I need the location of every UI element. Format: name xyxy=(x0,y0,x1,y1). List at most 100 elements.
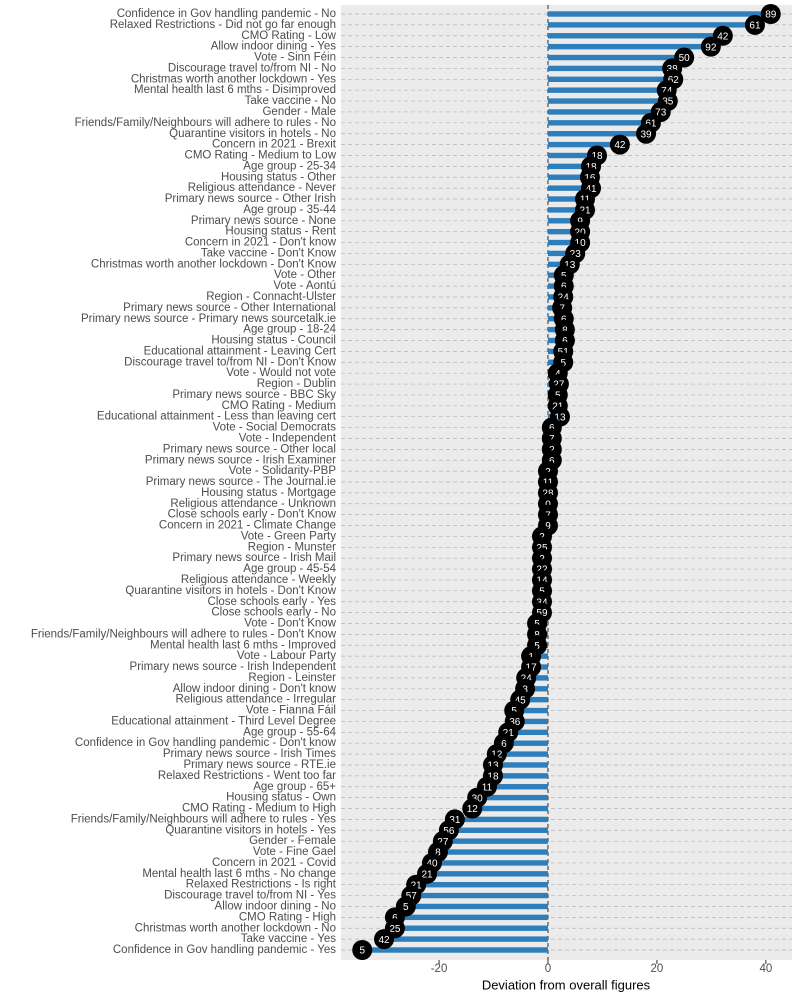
y-tick-label: Relaxed Restrictions - Went too far xyxy=(158,770,336,782)
bar xyxy=(547,76,674,83)
point-label: 42 xyxy=(378,935,390,946)
bar xyxy=(547,239,581,246)
bar xyxy=(384,936,548,942)
y-tick-label: Vote - Fianna Fáil xyxy=(246,705,336,717)
point-label: 5 xyxy=(403,902,409,913)
bar xyxy=(514,707,548,714)
y-tick-label: Primary news source - Irish Times xyxy=(163,748,336,760)
point-label: 11 xyxy=(482,782,493,793)
y-tick-label: Vote - Aontú xyxy=(273,280,336,292)
point-label: 41 xyxy=(585,184,597,195)
point xyxy=(609,134,630,155)
y-tick-label: Region - Connacht-Ulster xyxy=(206,291,336,303)
y-tick-label: CMO Rating - Medium to Low xyxy=(185,150,337,162)
bar xyxy=(405,903,548,910)
y-tick-label: Allow indoor dining - No xyxy=(215,900,336,912)
point xyxy=(760,4,781,24)
y-tick-label: Primary news source - Other Irish xyxy=(165,193,336,205)
point-label: 89 xyxy=(765,10,777,21)
point-label: 18 xyxy=(591,151,603,162)
point-label: 12 xyxy=(491,750,503,761)
point-label: 62 xyxy=(668,75,680,86)
point-label: 36 xyxy=(509,717,521,728)
y-tick-label: Confidence in Gov handling pandemic - Do… xyxy=(75,737,337,749)
point-label: 61 xyxy=(645,118,657,129)
bar xyxy=(547,218,581,224)
y-tick-label: Age group - 35-44 xyxy=(243,204,336,216)
bar xyxy=(547,141,620,148)
point-label: 50 xyxy=(679,53,691,64)
y-tick-label: Vote - Independent xyxy=(239,432,337,444)
point-label: 13 xyxy=(554,412,566,423)
y-tick-label: CMO Rating - Low xyxy=(241,30,336,42)
y-tick-label: Primary news source - The Journal.ie xyxy=(146,476,336,488)
y-tick-label: Age group - 25-34 xyxy=(243,160,336,172)
bar xyxy=(503,740,548,746)
bar xyxy=(514,718,548,725)
point-label: 61 xyxy=(749,21,761,32)
point xyxy=(462,798,483,819)
point-label: 10 xyxy=(575,238,587,249)
y-tick-label: Primary news source - Irish Examiner xyxy=(145,454,336,466)
bar xyxy=(431,860,548,866)
y-tick-label: Quarantine visitors in hotels - Don't Kn… xyxy=(125,585,336,597)
y-tick-label: Vote - Labour Party xyxy=(237,650,336,662)
y-tick-label: Religious attendance - Irregular xyxy=(176,694,337,706)
y-tick-label: Primary news source - BBC Sky xyxy=(172,389,336,401)
point-label: 21 xyxy=(411,880,423,891)
point xyxy=(374,929,395,950)
point-label: 8 xyxy=(435,848,441,859)
point-label: 27 xyxy=(437,837,449,848)
bar xyxy=(547,109,661,115)
point-label: 5 xyxy=(534,641,540,652)
bar xyxy=(508,729,548,736)
y-tick-label: Quarantine visitors in hotels - No xyxy=(169,128,336,140)
y-tick-label: Concern in 2021 - Covid xyxy=(212,857,336,869)
y-tick-label: Friends/Family/Neighbours will adhere to… xyxy=(71,813,337,825)
point xyxy=(700,36,721,57)
y-tick-label: Mental health last 6 mths - No change xyxy=(142,868,336,880)
y-tick-label: Christmas worth another lockdown - No xyxy=(135,922,336,934)
y-tick-label: Educational attainment - Less than leavi… xyxy=(97,411,337,423)
y-tick-label: Take vaccine - Don't Know xyxy=(201,247,337,259)
y-tick-label: Housing status - Own xyxy=(226,792,336,804)
x-tick-label: 20 xyxy=(651,963,664,975)
bar xyxy=(496,751,548,757)
bar xyxy=(547,174,590,180)
point-label: 13 xyxy=(564,260,576,271)
point-label: 9 xyxy=(545,521,551,532)
point-label: 35 xyxy=(662,97,674,108)
point-label: 45 xyxy=(515,695,527,706)
bar xyxy=(547,131,647,137)
y-tick-label: CMO Rating - Medium to High xyxy=(182,803,336,815)
y-tick-label: Age group - 45-54 xyxy=(243,563,336,575)
point-label: 21 xyxy=(579,206,591,217)
y-tick-label: Close schools early - No xyxy=(211,607,336,619)
point-label: 12 xyxy=(467,804,479,815)
bar xyxy=(547,196,586,202)
point-label: 92 xyxy=(705,42,717,53)
y-tick-label: Allow indoor dining - Don't know xyxy=(173,683,337,695)
y-tick-label: Allow indoor dining - Yes xyxy=(211,41,337,53)
y-tick-label: Religious attendance - Never xyxy=(188,182,336,194)
x-axis-title: Deviation from overall figures xyxy=(482,977,651,992)
point-label: 5 xyxy=(560,358,566,369)
y-tick-label: Gender - Male xyxy=(262,106,336,118)
point xyxy=(352,940,373,960)
bar xyxy=(472,805,548,812)
bar xyxy=(416,881,548,888)
y-tick-label: Relaxed Restrictions - Did not go far en… xyxy=(110,19,336,31)
bar xyxy=(394,925,548,931)
x-tick-label: 0 xyxy=(545,963,551,975)
point-label: 40 xyxy=(426,859,438,870)
y-tick-label: Primary news source - Irish Mail xyxy=(172,552,336,564)
point-label: 18 xyxy=(487,772,499,783)
y-tick-label: Vote - Sinn Féin xyxy=(254,52,336,64)
y-tick-label: Primary news source - Other Internationa… xyxy=(123,302,336,314)
bar xyxy=(454,816,548,823)
bar xyxy=(547,250,576,257)
bar xyxy=(547,87,667,93)
bar xyxy=(547,43,711,50)
bar xyxy=(547,33,723,39)
